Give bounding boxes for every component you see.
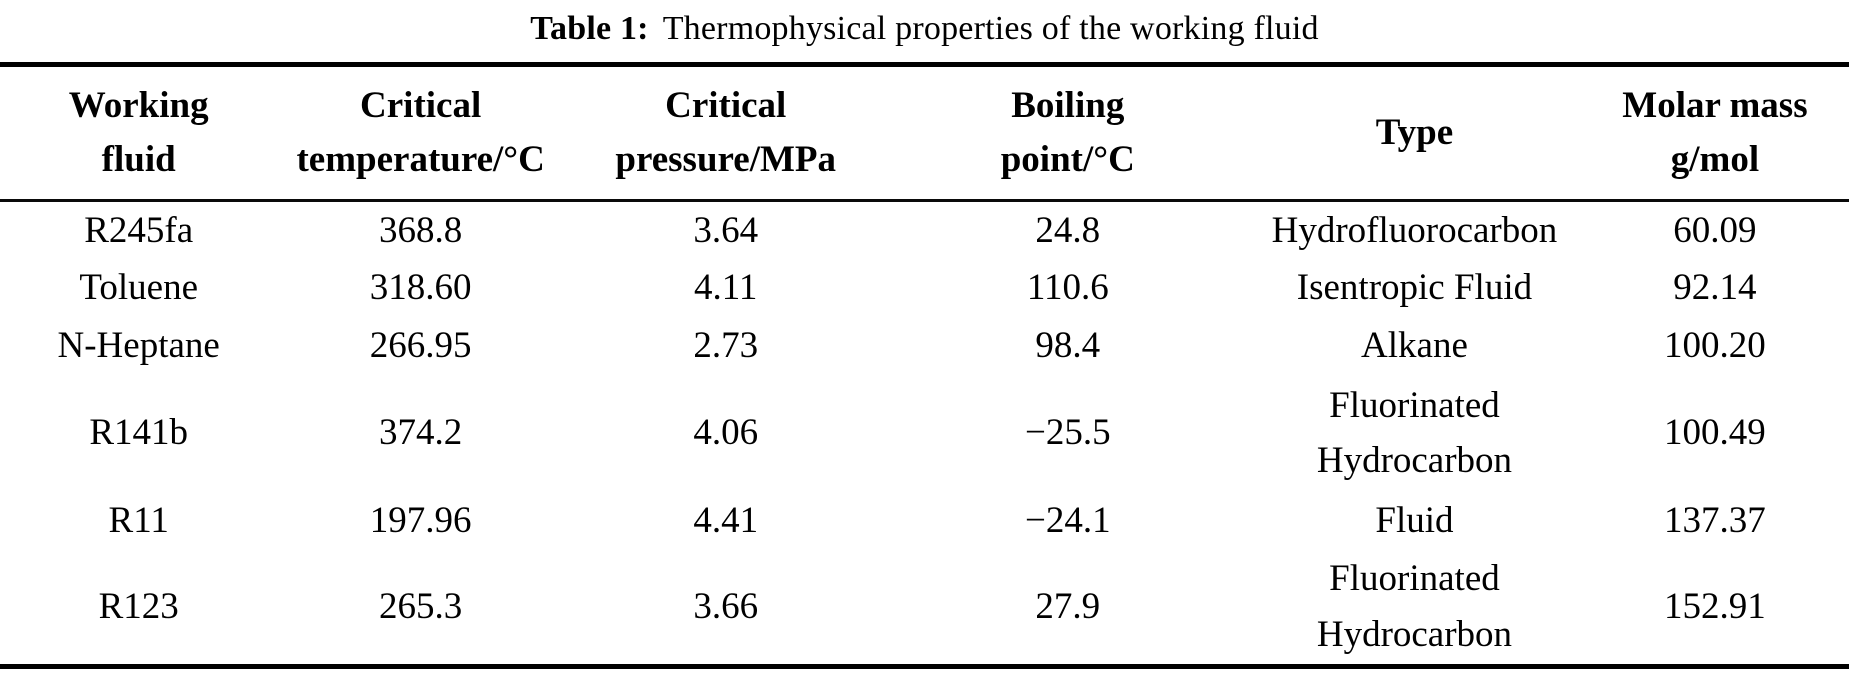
cell-working-fluid: Toluene xyxy=(79,266,198,308)
header-line: Boiling xyxy=(1011,85,1125,127)
table-caption-text: Thermophysical properties of the working… xyxy=(662,10,1319,47)
header-line: g/mol xyxy=(1670,139,1760,180)
thermophysical-properties-table: Working fluid Critical temperature/°C Cr… xyxy=(0,62,1849,669)
table-row-r11: R11 197.96 4.41 −24.1 Fluid 137.37 xyxy=(0,492,1849,550)
cell-critical-temperature: 197.96 xyxy=(369,499,472,541)
col-header-boiling-point: Boiling point/°C xyxy=(887,64,1249,202)
header-line: pressure/MPa xyxy=(615,139,837,180)
cell-type: Hydrofluorocarbon xyxy=(1271,209,1558,251)
header-line: Molar mass xyxy=(1622,85,1808,127)
cell-boiling-point: 24.8 xyxy=(1035,209,1101,251)
cell-critical-temperature: 368.8 xyxy=(379,209,463,251)
cell-working-fluid: R11 xyxy=(108,499,169,541)
cell-boiling-point: 27.9 xyxy=(1035,586,1101,627)
header-line: temperature/°C xyxy=(296,139,545,180)
cell-molar-mass: 100.49 xyxy=(1664,412,1766,454)
header-line: Critical xyxy=(360,85,482,127)
cell-molar-mass: 152.91 xyxy=(1664,586,1766,627)
col-header-critical-temperature: Critical temperature/°C xyxy=(277,64,564,202)
cell-working-fluid: N-Heptane xyxy=(57,324,220,366)
cell-type: Isentropic Fluid xyxy=(1296,266,1533,308)
cell-critical-pressure: 4.11 xyxy=(694,266,758,308)
cell-critical-pressure: 4.41 xyxy=(693,499,759,541)
table-row-r141b: R141b 374.2 4.06 −25.5 Fluorinated Hydro… xyxy=(0,375,1849,492)
col-header-molar-mass: Molar mass g/mol xyxy=(1580,64,1849,202)
cell-type: Alkane xyxy=(1361,324,1468,366)
cell-critical-pressure: 3.66 xyxy=(693,586,759,627)
header-row: Working fluid Critical temperature/°C Cr… xyxy=(0,64,1849,202)
col-header-working-fluid: Working fluid xyxy=(0,64,278,202)
cell-working-fluid: R245fa xyxy=(84,209,194,251)
table-caption: Table 1: Thermophysical properties of the… xyxy=(0,0,1849,62)
header-line: Critical xyxy=(665,85,787,127)
cell-critical-temperature: 374.2 xyxy=(379,412,463,454)
cell-molar-mass: 137.37 xyxy=(1664,499,1766,541)
cell-critical-pressure: 3.64 xyxy=(693,209,759,251)
table-caption-label: Table 1: xyxy=(530,10,649,47)
col-header-critical-pressure: Critical pressure/MPa xyxy=(563,64,888,202)
col-header-type: Type xyxy=(1248,64,1581,202)
cell-working-fluid: R141b xyxy=(89,412,189,454)
cell-type: Fluorinated Hydrocarbon xyxy=(1316,384,1513,482)
cell-type: Fluorinated Hydrocarbon xyxy=(1316,558,1513,655)
header-line: Working xyxy=(68,85,209,127)
header-line: point/°C xyxy=(1000,139,1135,180)
table-row-r123: R123 265.3 3.66 27.9 Fluorinated Hydroca… xyxy=(0,550,1849,667)
cell-boiling-point: 110.6 xyxy=(1026,266,1109,308)
cell-critical-pressure: 2.73 xyxy=(693,324,759,366)
cell-type: Fluid xyxy=(1375,499,1454,541)
cell-molar-mass: 92.14 xyxy=(1673,266,1757,308)
table-row-n-heptane: N-Heptane 266.95 2.73 98.4 Alkane 100.20 xyxy=(0,317,1849,375)
header-line: Type xyxy=(1375,112,1454,154)
cell-working-fluid: R123 xyxy=(98,586,179,627)
cell-critical-temperature: 318.60 xyxy=(369,266,472,308)
cell-molar-mass: 60.09 xyxy=(1673,209,1757,251)
cell-boiling-point: −24.1 xyxy=(1024,499,1111,541)
cell-boiling-point: 98.4 xyxy=(1035,324,1101,366)
cell-critical-temperature: 265.3 xyxy=(379,586,463,627)
cell-boiling-point: −25.5 xyxy=(1024,412,1111,454)
cell-molar-mass: 100.20 xyxy=(1664,324,1766,366)
cell-critical-pressure: 4.06 xyxy=(693,412,759,454)
header-line: fluid xyxy=(101,139,176,180)
table-row-r245fa: R245fa 368.8 3.64 24.8 Hydrofluorocarbon… xyxy=(0,201,1849,259)
table-row-toluene: Toluene 318.60 4.11 110.6 Isentropic Flu… xyxy=(0,259,1849,317)
cell-critical-temperature: 266.95 xyxy=(369,324,472,366)
